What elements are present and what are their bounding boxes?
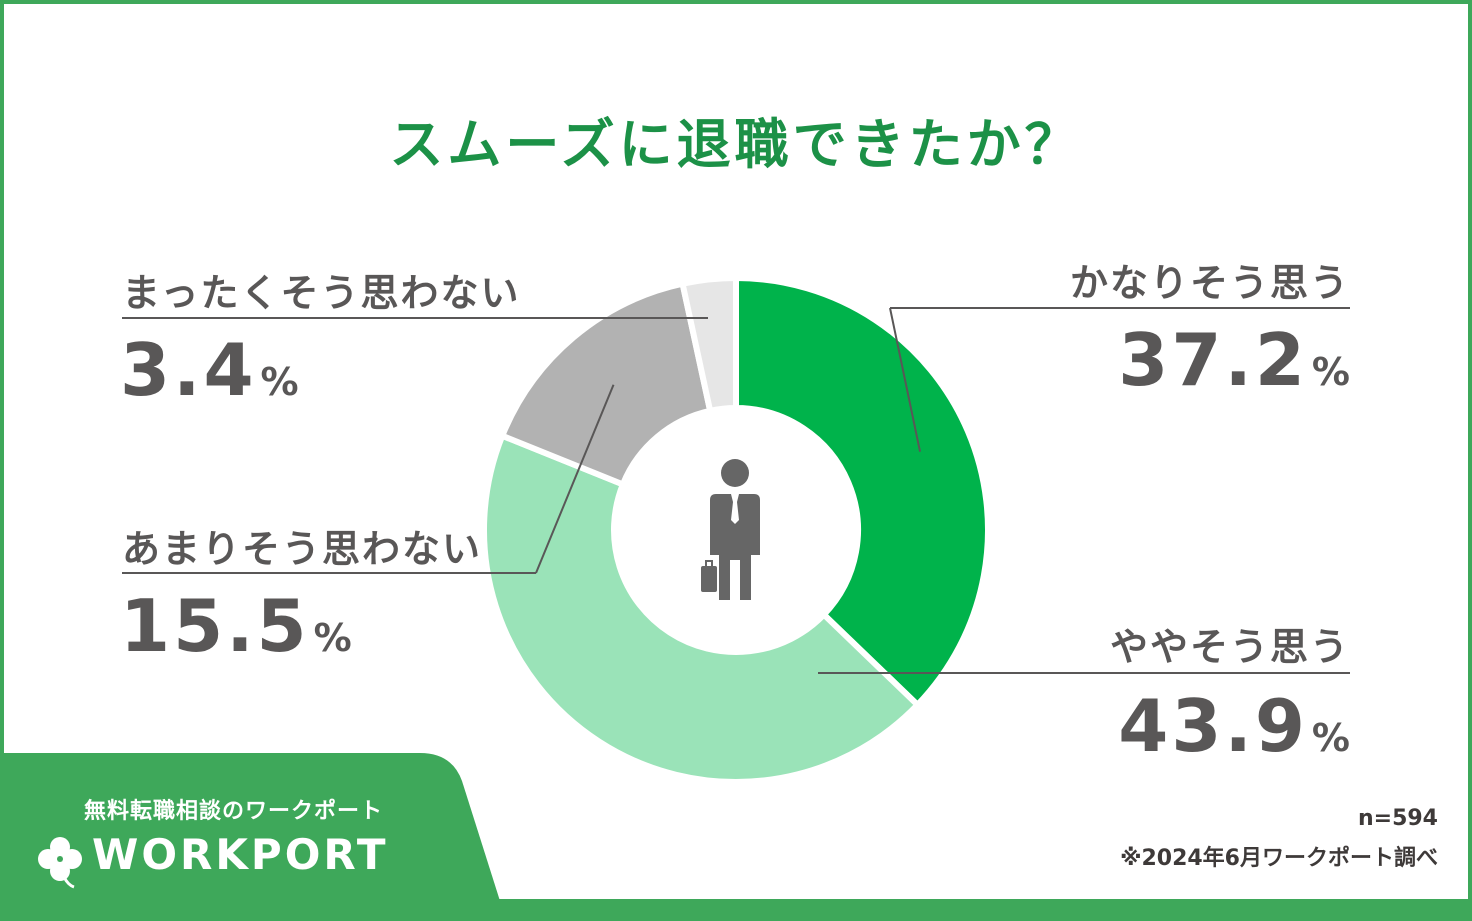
label-kanari: かなりそう思う bbox=[1069, 261, 1350, 305]
value-amari: 15.5% bbox=[120, 584, 352, 668]
value-mattaku: 3.4% bbox=[120, 328, 299, 412]
source-note: ※2024年6月ワークポート調べ bbox=[1120, 846, 1438, 871]
leader-amari-diagonal bbox=[535, 384, 615, 574]
value-amari-unit: % bbox=[313, 616, 352, 660]
slice-mattaku bbox=[679, 274, 739, 415]
brand-logo-text: WORKPORT bbox=[92, 830, 389, 879]
sample-size: n=594 bbox=[1357, 806, 1438, 831]
value-yaya-unit: % bbox=[1311, 716, 1350, 760]
slice-amari bbox=[498, 280, 714, 489]
clover-icon bbox=[38, 837, 82, 889]
value-kanari-number: 37.2 bbox=[1118, 318, 1308, 402]
brand-panel bbox=[0, 753, 500, 901]
brand-tagline: 無料転職相談のワークポート bbox=[84, 799, 384, 824]
slice-kanari bbox=[733, 274, 991, 710]
label-mattaku: まったくそう思わない bbox=[122, 271, 521, 315]
value-kanari-unit: % bbox=[1311, 350, 1350, 394]
businessman-with-briefcase-icon bbox=[701, 459, 760, 600]
value-kanari: 37.2% bbox=[1118, 318, 1350, 402]
value-mattaku-unit: % bbox=[260, 360, 299, 404]
bottom-bar bbox=[0, 899, 1472, 921]
slice-yaya bbox=[481, 431, 922, 785]
value-mattaku-number: 3.4 bbox=[120, 328, 257, 412]
value-amari-number: 15.5 bbox=[120, 584, 310, 668]
leader-kanari-diagonal bbox=[889, 307, 922, 452]
value-yaya: 43.9% bbox=[1118, 684, 1350, 768]
label-yaya: ややそう思う bbox=[1109, 625, 1350, 669]
label-amari: あまりそう思わない bbox=[122, 527, 483, 571]
chart-title: スムーズに退職できたか？ bbox=[389, 113, 1083, 176]
value-yaya-number: 43.9 bbox=[1118, 684, 1308, 768]
